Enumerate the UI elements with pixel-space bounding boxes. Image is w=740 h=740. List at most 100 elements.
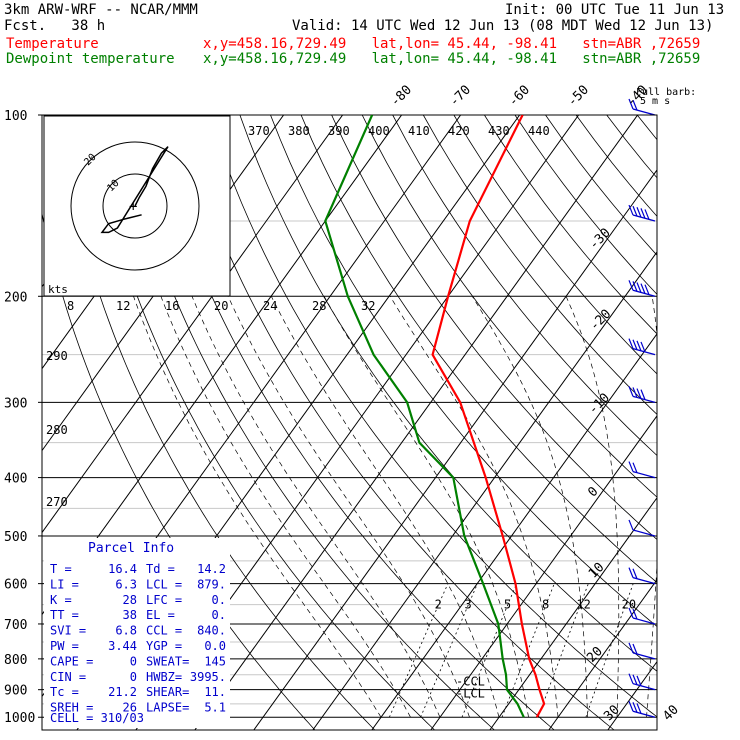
plot-frame: [41, 114, 658, 731]
moist-adiabat: [389, 296, 559, 718]
wind-barb: [628, 204, 656, 222]
hodograph-center: +: [129, 199, 137, 215]
isotherm: [607, 660, 657, 730]
pressure-tick-label: 300: [4, 396, 27, 411]
moist-adiabat: [646, 296, 657, 718]
isotherm: [371, 333, 657, 730]
wind-barbs: [628, 98, 656, 718]
theta-label: 440: [528, 124, 550, 138]
dry-adiabat: [545, 115, 657, 256]
parcel-value: 28: [123, 593, 137, 607]
moist-adiabat: [472, 296, 588, 718]
isotherm: [312, 251, 657, 730]
parcel-value: 0.: [212, 593, 226, 607]
parcel-label: TT =: [50, 608, 79, 622]
theta-label: 390: [328, 124, 350, 138]
isotherm: [548, 578, 657, 730]
isotherm-label: -10: [586, 391, 613, 418]
moist-adiabat: [270, 296, 500, 718]
hodograph-speed-label: 8: [67, 299, 74, 313]
parcel-value: 0: [130, 670, 137, 684]
parcel-cell: CELL = 310/03: [50, 711, 144, 725]
pressure-tick-label: 200: [4, 290, 27, 305]
dry-adiabat: [270, 115, 657, 628]
mixing-ratio-line: [585, 583, 634, 718]
pressure-tick-label: 1000: [4, 711, 35, 726]
parcel-label: SWEAT=: [146, 654, 189, 668]
wind-barb: [628, 386, 656, 403]
isotherm-label: -70: [447, 83, 474, 110]
moist-adiabat: [160, 296, 411, 718]
dry-adiabat: [575, 115, 657, 217]
wind-barb: [628, 642, 656, 660]
dewpoint-legend: Dewpoint temperature: [6, 51, 175, 67]
height-label: 270: [46, 495, 68, 509]
parcel-value: 38: [123, 608, 137, 622]
isotherm: [667, 115, 740, 730]
dry-adiabat: [209, 115, 657, 718]
hodograph-speed-label: 16: [165, 299, 179, 313]
parcel-value: 6.8: [115, 624, 137, 638]
height-label: 280: [46, 423, 68, 437]
parcel-value: 0.0: [204, 639, 226, 653]
moist-adiabat: [323, 296, 529, 718]
parcel-label: CIN =: [50, 670, 86, 684]
dry-adiabat: [453, 115, 657, 375]
height-label: 290: [46, 349, 68, 363]
parcel-label: K =: [50, 593, 72, 607]
dry-adiabat: [331, 115, 657, 541]
theta-label: 410: [408, 124, 430, 138]
dewpoint-profile: [324, 115, 525, 718]
pressure-tick-label: 100: [4, 109, 27, 124]
mixing-ratio-label: 12: [576, 598, 590, 612]
barb-key-units: 5 m s: [640, 96, 670, 107]
hodograph-ring: [102, 173, 168, 239]
parcel-label: LCL =: [146, 577, 182, 591]
wind-barb: [628, 607, 656, 625]
mixing-ratio-line: [420, 583, 478, 718]
isotherm-label: -30: [587, 226, 614, 253]
moist-adiabat: [676, 296, 720, 717]
isotherm: [726, 115, 740, 730]
wind-barb: [628, 673, 656, 691]
pressure-tick-label: 900: [4, 684, 27, 699]
dewpoint-legend-info: x,y=458.16,729.49 lat,lon= 45.44, -98.41…: [203, 51, 701, 67]
parcel-value: 26: [123, 701, 137, 715]
skewt-grid: [42, 115, 740, 730]
mixing-ratio-label: 20: [622, 598, 636, 612]
parcel-value: 21.2: [108, 685, 137, 699]
temperature-legend-info: x,y=458.16,729.49 lat,lon= 45.44, -98.41…: [203, 36, 701, 52]
mixing-ratio-label: 5: [504, 598, 511, 612]
isotherm-label: 10: [586, 560, 608, 582]
wind-barb: [628, 338, 656, 356]
dry-adiabat: [514, 115, 657, 295]
temperature-legend: Temperature: [6, 36, 99, 52]
theta-label: 380: [288, 124, 310, 138]
parcel-value: 5.1: [204, 701, 226, 715]
parcel-label: LFC =: [146, 593, 182, 607]
temperature-profile: [431, 115, 546, 718]
parcel-value: 6.3: [115, 577, 137, 591]
parcel-label: CAPE =: [50, 654, 93, 668]
parcel-value: 145: [204, 654, 226, 668]
sounding-series: [324, 115, 546, 718]
parcel-value: 879.: [197, 577, 226, 591]
isotherm-label: -20: [587, 307, 614, 334]
mixing-ratio-label: 8: [542, 598, 549, 612]
hodograph-trace: [100, 146, 169, 234]
dry-adiabat: [56, 115, 376, 730]
theta-label: 370: [248, 124, 270, 138]
isotherm: [194, 115, 639, 730]
parcel-value: 0: [130, 654, 137, 668]
dry-adiabat: [606, 115, 657, 179]
theta-label: 400: [368, 124, 390, 138]
pressure-tick-label: 600: [4, 578, 27, 593]
hodograph-speed-label: 12: [116, 299, 130, 313]
mixing-ratio-label: 3: [464, 598, 471, 612]
parcel-value: 840.: [197, 624, 226, 638]
mixing-ratio-label: 2: [435, 598, 442, 612]
parcel-title: Parcel Info: [88, 541, 174, 556]
isotherm-label: 40: [660, 702, 682, 724]
parcel-label: HWBZ=: [146, 670, 182, 684]
isotherm: [430, 414, 657, 730]
